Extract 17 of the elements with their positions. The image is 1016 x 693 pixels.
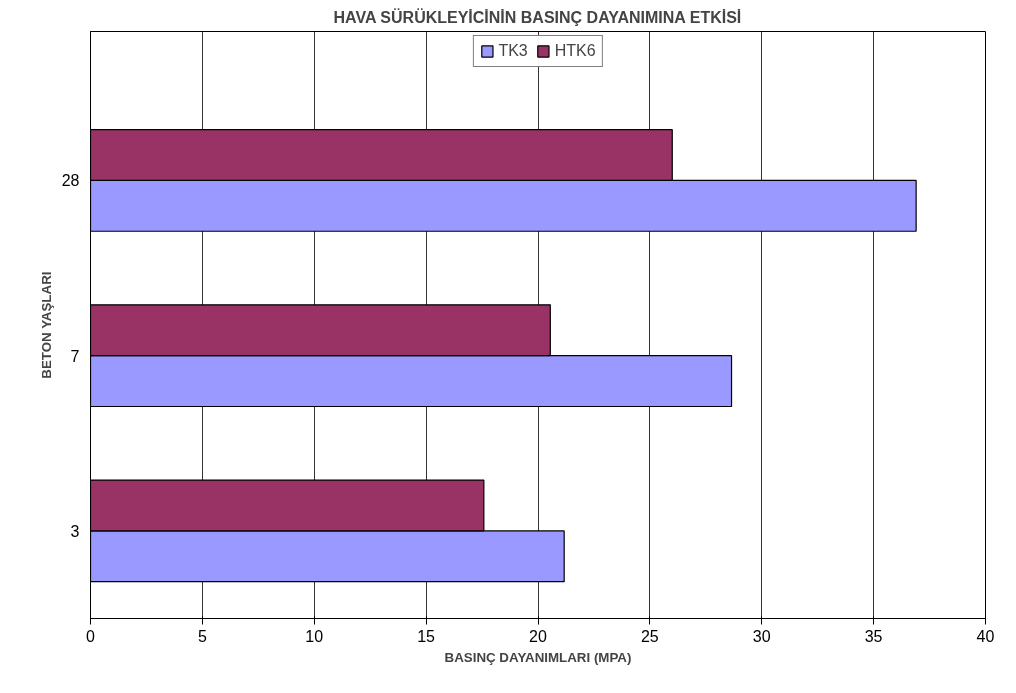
x-tick-label: 10	[305, 627, 324, 645]
y-axis-title: BETON YAŞLARI	[38, 271, 54, 379]
y-tick-label: 3	[70, 522, 80, 540]
chart-title: HAVA SÜRÜKLEYİCİNİN BASINÇ DAYANIMINA ETKİSİ	[333, 7, 742, 26]
y-tick-label: 28	[61, 172, 80, 190]
x-tick-label: 5	[197, 627, 207, 645]
x-tick-label: 30	[752, 627, 771, 645]
x-tick-label: 35	[864, 627, 883, 645]
x-tick-label: 25	[640, 627, 659, 645]
x-tick-label: 0	[86, 627, 96, 645]
legend-label: TK3	[498, 42, 528, 60]
y-tick-label: 7	[70, 347, 80, 365]
x-tick-label: 15	[417, 627, 436, 645]
legend-label: HTK6	[554, 42, 596, 60]
x-tick-label: 40	[976, 627, 995, 645]
x-tick-label: 20	[529, 627, 547, 645]
x-axis-title: BASINÇ DAYANIMLARI (MPA)	[444, 649, 632, 665]
